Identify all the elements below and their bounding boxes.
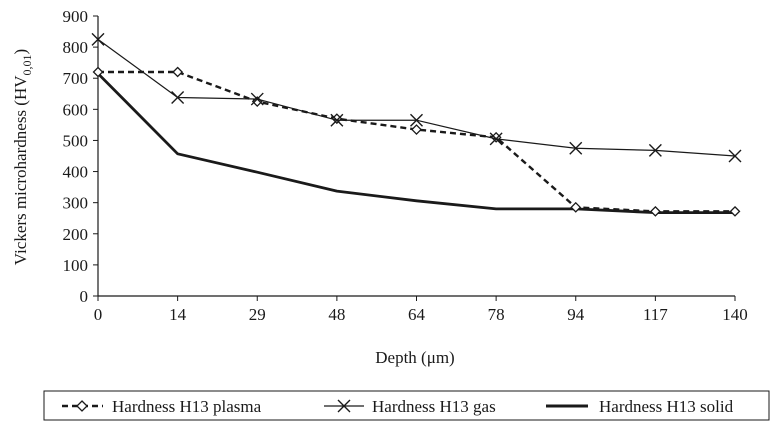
plasma-diamond-point	[729, 205, 741, 217]
x-axis-title: Depth (μm)	[375, 348, 454, 367]
y-tick-label: 0	[80, 287, 89, 306]
x-tick-label: 48	[328, 305, 345, 324]
series-line-solid	[97, 72, 735, 215]
plasma-diamond-point	[92, 66, 104, 78]
x-tick-label: 29	[249, 305, 266, 324]
gas-x-point	[171, 91, 185, 105]
plasma-diamond-point	[172, 66, 184, 78]
x-tick-label: 140	[722, 305, 748, 324]
x-axis-ticks: 0 14 29 48 64 78 94 117 140	[94, 296, 748, 324]
y-tick-label: 600	[63, 100, 89, 119]
x-tick-label: 0	[94, 305, 103, 324]
legend-marker-gas	[337, 399, 351, 413]
gas-x-point	[728, 149, 742, 163]
axes	[97, 16, 735, 297]
legend-label-gas: Hardness H13 gas	[372, 397, 496, 416]
x-tick-label: 117	[643, 305, 668, 324]
series-line-plasma	[98, 70, 735, 213]
y-tick-label: 300	[63, 194, 89, 213]
series-lines	[91, 32, 742, 217]
legend-frame	[43, 390, 770, 421]
legend-item-plasma: Hardness H13 plasma	[62, 397, 262, 416]
x-tick-label: 78	[488, 305, 505, 324]
y-axis-title: Vickers microhardness (HV0,01)	[11, 49, 34, 265]
y-tick-label: 900	[63, 7, 89, 26]
plasma-diamond-point	[411, 124, 422, 135]
legend-label-plasma: Hardness H13 plasma	[112, 397, 262, 416]
gas-x-point	[250, 92, 264, 106]
x-tick-label: 14	[169, 305, 187, 324]
y-tick-label: 700	[63, 69, 89, 88]
gas-x-point	[569, 141, 583, 155]
gas-x-point	[91, 32, 105, 46]
gas-x-point	[410, 113, 423, 127]
y-tick-label: 200	[63, 225, 89, 244]
gas-x-point	[648, 143, 662, 157]
series-line-gas	[97, 38, 736, 157]
gas-x-point	[489, 132, 503, 146]
plasma-diamond-point	[649, 205, 661, 217]
y-axis-title-subscript: 0,01	[20, 54, 34, 75]
y-tick-label: 800	[63, 38, 89, 57]
legend: Hardness H13 plasma Hardness H13 gas Har…	[43, 390, 770, 421]
x-tick-label: 94	[567, 305, 585, 324]
legend-item-solid: Hardness H13 solid	[546, 397, 734, 416]
x-tick-label: 64	[408, 305, 426, 324]
y-tick-label: 100	[63, 256, 89, 275]
legend-item-gas: Hardness H13 gas	[324, 397, 496, 416]
plasma-diamond-point	[570, 201, 582, 213]
gas-x-point	[330, 113, 344, 127]
plasma-diamond-point	[331, 113, 343, 125]
y-axis-ticks: 0 100 200 300 400 500 600 700 800 900	[63, 7, 98, 306]
y-tick-label: 500	[63, 131, 89, 150]
legend-label-solid: Hardness H13 solid	[599, 397, 734, 416]
legend-marker-plasma	[76, 400, 88, 412]
y-tick-label: 400	[63, 163, 89, 182]
